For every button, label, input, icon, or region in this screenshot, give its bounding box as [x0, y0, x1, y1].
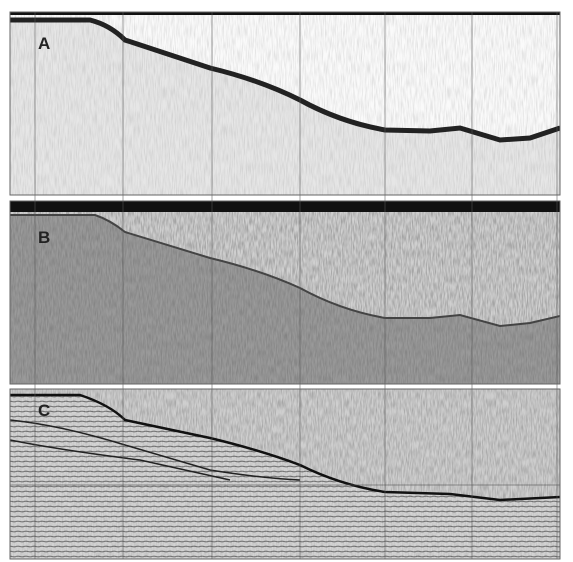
panel-b — [10, 201, 560, 384]
panel-label: C — [38, 401, 50, 420]
panel-label: B — [38, 228, 50, 247]
page: A B C (() => { const data = JSON.parse(d… — [0, 0, 573, 562]
panel-a — [10, 12, 560, 195]
panel-c — [10, 389, 560, 559]
seismic-figure: A B C — [0, 0, 573, 562]
panel-label: A — [38, 34, 50, 53]
